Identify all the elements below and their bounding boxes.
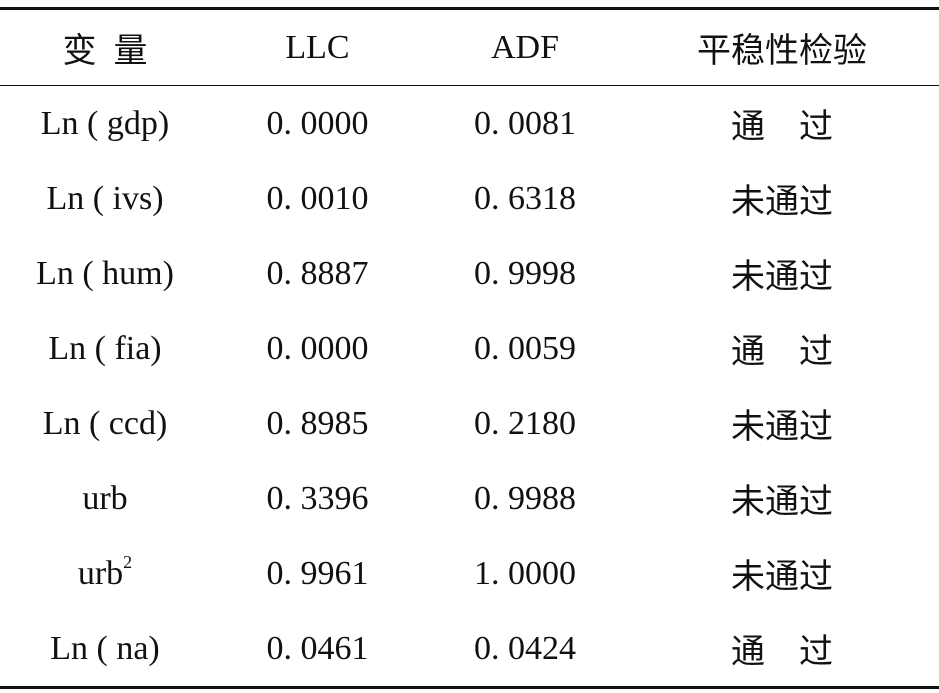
table-row: Ln ( na) 0. 0461 0. 0424 通 过 <box>0 611 939 688</box>
table-cell: urb <box>82 479 128 517</box>
table-cell: 0. 8887 <box>266 254 369 292</box>
table-row: Ln ( ccd) 0. 8985 0. 2180 未通过 <box>0 386 939 461</box>
table-cell: 0. 0059 <box>474 329 576 367</box>
table-row: Ln ( fia) 0. 0000 0. 0059 通 过 <box>0 311 939 386</box>
table-cell: 通 过 <box>731 334 833 371</box>
header-cell: ADF <box>490 28 560 66</box>
table-cell: 通 过 <box>731 634 833 671</box>
table-cell: Ln ( na) <box>50 629 160 667</box>
table-cell: 1. 0000 <box>474 554 576 592</box>
table-cell: 0. 9961 <box>266 554 369 592</box>
table-header: 变 量 LLC ADF 平稳性检验 <box>0 9 939 86</box>
table-row: Ln ( hum) 0. 8887 0. 9998 未通过 <box>0 236 939 311</box>
table-cell: urb2 <box>0 536 210 611</box>
header-row: 变 量 LLC ADF 平稳性检验 <box>0 9 939 86</box>
table-cell: 未通过 <box>731 484 833 521</box>
table-cell: 未通过 <box>731 259 833 296</box>
table-cell: 未通过 <box>731 409 833 446</box>
table-row: Ln ( gdp) 0. 0000 0. 0081 通 过 <box>0 86 939 162</box>
table-cell: 0. 0010 <box>266 179 369 217</box>
table-row: urb2 0. 9961 1. 0000 未通过 <box>0 536 939 611</box>
table-row: Ln ( ivs) 0. 0010 0. 6318 未通过 <box>0 161 939 236</box>
table-body: Ln ( gdp) 0. 0000 0. 0081 通 过 Ln ( ivs) 0. 00… <box>0 86 939 688</box>
table-cell: 0. 0000 <box>266 329 369 367</box>
superscript: 2 <box>123 551 133 572</box>
stationarity-table: 变 量 LLC ADF 平稳性检验 Ln ( gdp) 0. 0000 0. 0081 通 … <box>0 7 939 689</box>
header-cell: 平稳性检验 <box>697 33 867 70</box>
table-cell: 0. 8985 <box>266 404 369 442</box>
header-cell: 变 量 <box>62 33 148 70</box>
table-cell: 0. 0081 <box>474 104 576 142</box>
table-cell: 0. 9998 <box>474 254 576 292</box>
table-cell: 未通过 <box>731 184 833 221</box>
table-cell: 0. 3396 <box>266 479 369 517</box>
table-cell: Ln ( fia) <box>48 329 162 367</box>
table-cell: Ln ( ccd) <box>42 404 168 442</box>
table-cell: Ln ( gdp) <box>40 104 170 142</box>
header-cell: LLC <box>285 28 350 66</box>
table-cell: 未通过 <box>731 559 833 596</box>
table-cell: Ln ( hum) <box>36 254 174 292</box>
table-cell: 通 过 <box>731 109 833 146</box>
table-cell: 0. 0461 <box>266 629 369 667</box>
table-cell: Ln ( ivs) <box>46 179 164 217</box>
cell-text: urb <box>77 554 124 592</box>
table-cell: 0. 9988 <box>474 479 576 517</box>
table-cell: 0. 0424 <box>474 629 576 667</box>
table-row: urb 0. 3396 0. 9988 未通过 <box>0 461 939 536</box>
table-cell: 0. 0000 <box>266 104 369 142</box>
table-cell: 0. 2180 <box>474 404 576 442</box>
table-cell: 0. 6318 <box>474 179 576 217</box>
